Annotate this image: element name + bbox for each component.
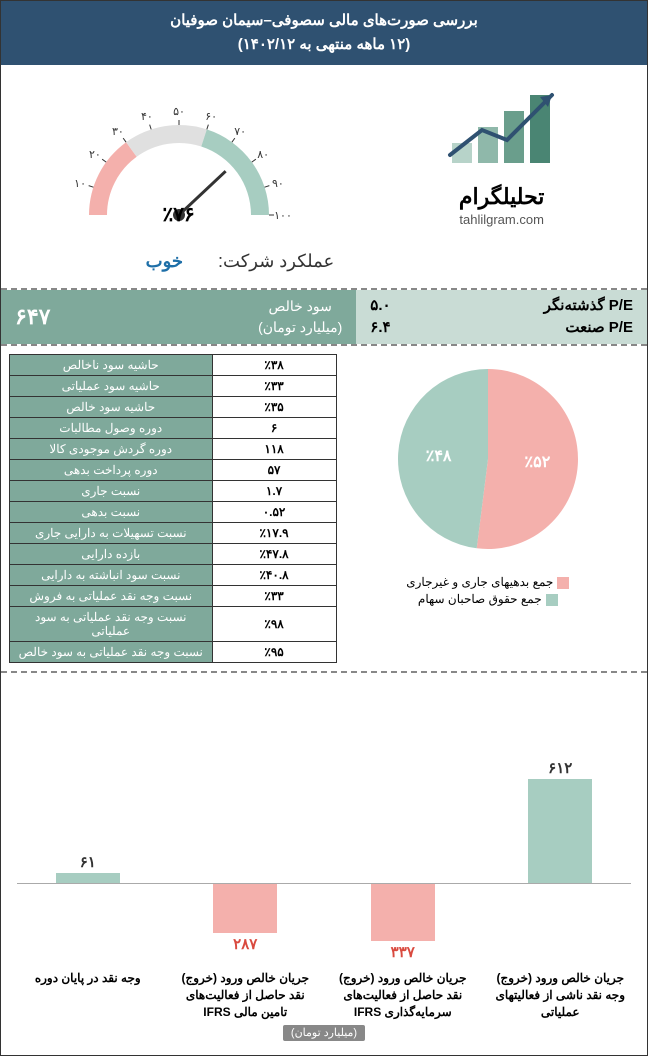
gauge-panel: ۱۰۲۰۳۰۴۰۵۰۶۰۷۰۸۰۹۰۱۰۰ ٪۷۶ عملکرد شرکت: خ… <box>1 65 356 288</box>
brand-name: تحلیلگرام <box>366 184 637 210</box>
pe-panel: P/E گذشته‌نگر۵.۰P/E صنعت۶.۴ <box>356 290 647 344</box>
svg-text:۸۰: ۸۰ <box>257 149 269 161</box>
ratio-row: ۰.۵۲نسبت بدهی <box>10 502 337 523</box>
ratio-row: ٪۳۳نسبت وجه نقد عملیاتی به فروش <box>10 586 337 607</box>
brand-logo-icon <box>422 85 582 175</box>
cashflow-bar-label: جریان خالص ورود (خروج) وجه نقد ناشی از ف… <box>491 970 630 1020</box>
cashflow-chart: ۶۱ ۶۱۲ <box>9 683 639 883</box>
gauge-value: ٪۷۶ <box>49 202 309 227</box>
header-title-2: (۱۲ ماهه منتهی به ۱۴۰۲/۱۲) <box>1 33 647 57</box>
metrics-row: سود خالص (میلیارد تومان) ۶۴۷ P/E گذشته‌ن… <box>1 290 647 346</box>
ratio-panel: ٪۳۸حاشیه سود ناخالص٪۳۳حاشیه سود عملیاتی٪… <box>9 354 337 663</box>
ratio-row: ٪۳۳حاشیه سود عملیاتی <box>10 376 337 397</box>
pe-row: P/E صنعت۶.۴ <box>370 316 633 338</box>
ratio-row: ۵۷دوره پرداخت بدهی <box>10 460 337 481</box>
svg-text:۲۰: ۲۰ <box>89 149 101 161</box>
cashflow-unit: (میلیارد تومان) <box>9 1026 639 1039</box>
header-title-1: بررسی صورت‌های مالی سصوفی–سیمان صوفیان <box>1 9 647 33</box>
svg-text:۵۰: ۵۰ <box>173 106 185 118</box>
brand-url: tahlilgram.com <box>366 212 637 227</box>
pie-legend: جمع بدهیهای جاری و غیرجاری جمع حقوق صاحبا… <box>337 575 639 606</box>
cashflow-bar-label: جریان خالص ورود (خروج) نقد حاصل از فعالی… <box>333 970 472 1020</box>
cashflow-bar <box>176 882 315 883</box>
ratio-row: ٪۱۷.۹نسبت تسهیلات به دارایی جاری <box>10 523 337 544</box>
ratio-row: ۶دوره وصول مطالبات <box>10 418 337 439</box>
equity-pie-chart: ٪۵۲ ٪۴۸ <box>368 354 608 564</box>
cashflow-bar-label: وجه نقد در پایان دوره <box>18 970 157 1020</box>
svg-text:٪۴۸: ٪۴۸ <box>425 448 451 465</box>
performance-value: خوب <box>146 251 183 271</box>
legend-item: جمع حقوق صاحبان سهام <box>337 592 639 606</box>
ratio-row: ٪۹۵نسبت وجه نقد عملیاتی به سود خالص <box>10 642 337 663</box>
cashflow-chart-neg: ۲۸۷۳۳۷ <box>9 884 639 964</box>
pe-row: P/E گذشته‌نگر۵.۰ <box>370 294 633 316</box>
svg-text:٪۵۲: ٪۵۲ <box>524 454 550 471</box>
cashflow-bar-label: جریان خالص ورود (خروج) نقد حاصل از فعالی… <box>176 970 315 1020</box>
cashflow-bar <box>333 882 472 883</box>
ratio-row: ۱.۷نسبت جاری <box>10 481 337 502</box>
svg-text:۹۰: ۹۰ <box>272 178 284 190</box>
ratio-row: ٪۳۵حاشیه سود خالص <box>10 397 337 418</box>
top-row: ۱۰۲۰۳۰۴۰۵۰۶۰۷۰۸۰۹۰۱۰۰ ٪۷۶ عملکرد شرکت: خ… <box>1 65 647 290</box>
svg-text:۴۰: ۴۰ <box>141 111 153 123</box>
net-profit-label: سود خالص (میلیارد تومان) <box>258 296 342 338</box>
cashflow-panel: ۶۱ ۶۱۲ ۲۸۷۳۳۷ وجه نقد در پایان دوره جریان … <box>1 673 647 1055</box>
cashflow-labels: وجه نقد در پایان دوره جریان خالص ورود (خر… <box>9 970 639 1020</box>
ratio-row: ٪۹۸نسبت وجه نقد عملیاتی به سود عملیاتی <box>10 607 337 642</box>
ratio-row: ٪۴۷.۸بازده دارایی <box>10 544 337 565</box>
ratio-row: ٪۴۰.۸نسبت سود انباشته به دارایی <box>10 565 337 586</box>
svg-text:۶۰: ۶۰ <box>205 111 217 123</box>
logo-panel: تحلیلگرام tahlilgram.com <box>356 65 647 288</box>
svg-text:۷۰: ۷۰ <box>234 126 246 138</box>
net-profit-value: ۶۴۷ <box>15 304 50 330</box>
performance-line: عملکرد شرکت: خوب <box>11 245 346 278</box>
page-header: بررسی صورت‌های مالی سصوفی–سیمان صوفیان (… <box>1 1 647 65</box>
ratio-table: ٪۳۸حاشیه سود ناخالص٪۳۳حاشیه سود عملیاتی٪… <box>9 354 337 663</box>
svg-text:۱۰: ۱۰ <box>74 178 86 190</box>
mid-row: ٪۳۸حاشیه سود ناخالص٪۳۳حاشیه سود عملیاتی٪… <box>1 346 647 673</box>
cashflow-bar: ۶۱۲ <box>491 759 630 883</box>
report-page: بررسی صورت‌های مالی سصوفی–سیمان صوفیان (… <box>0 0 648 1056</box>
ratio-row: ٪۳۸حاشیه سود ناخالص <box>10 355 337 376</box>
net-profit-panel: سود خالص (میلیارد تومان) ۶۴۷ <box>1 290 356 344</box>
legend-item: جمع بدهیهای جاری و غیرجاری <box>337 575 639 589</box>
cashflow-bar: ۶۱ <box>18 853 157 883</box>
performance-label: عملکرد شرکت: <box>218 251 334 271</box>
pie-panel: ٪۵۲ ٪۴۸ جمع بدهیهای جاری و غیرجاری جمع حقو… <box>337 354 639 663</box>
ratio-row: ۱۱۸دوره گردش موجودی کالا <box>10 439 337 460</box>
svg-text:۳۰: ۳۰ <box>112 126 124 138</box>
